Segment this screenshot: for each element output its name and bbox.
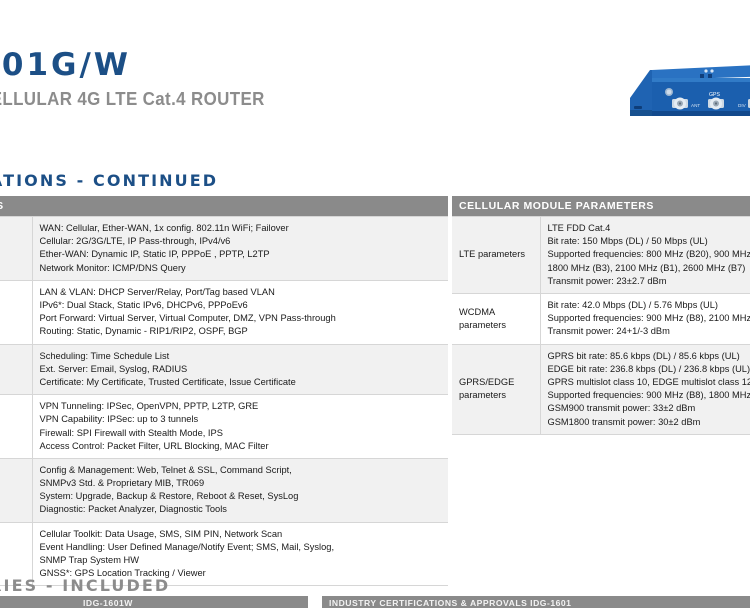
cellular-module-parameters-table: CELLULAR MODULE PARAMETERS LTE parameter… [452,196,750,435]
table-row: Scheduling: Time Schedule List Ext. Serv… [0,344,449,396]
row-label [0,522,33,587]
page-title: R-1601G/W [0,47,131,83]
network-features-band: ORK FEATURES [0,196,449,218]
certifications-table-band: INDUSTRY CERTIFICATIONS & APPROVALS IDG-… [322,596,750,608]
table-row: king LAN & VLAN: DHCP Server/Relay, Port… [0,280,449,345]
table-row: WCDMA parameters Bit rate: 42.0 Mbps (DL… [452,293,750,345]
table-row: GPRS/EDGE parameters GPRS bit rate: 85.6… [452,344,750,435]
table-row: Cellular Toolkit: Data Usage, SMS, SIM P… [0,522,449,587]
accessories-col2-header: IDG-1601W [83,598,133,608]
row-label: GPRS/EDGE parameters [452,344,541,435]
row-content: Config & Management: Web, Telnet & SSL, … [32,458,449,523]
row-label: y [0,394,33,459]
table-row: Uplink WAN: Cellular, Ether-WAN, 1x conf… [0,216,449,281]
row-content: VPN Tunneling: IPSec, OpenVPN, PPTP, L2T… [32,394,449,459]
row-label: stration [0,458,33,523]
table-row: y VPN Tunneling: IPSec, OpenVPN, PPTP, L… [0,394,449,459]
product-subtitle: STRIAL CELLULAR 4G LTE Cat.4 ROUTER [0,89,265,109]
table-band-row: ORK FEATURES [0,196,449,218]
certifications-header: INDUSTRY CERTIFICATIONS & APPROVALS IDG-… [329,598,572,608]
accessories-table-band: 1610 IDG-1601W [0,596,308,608]
row-content: LAN & VLAN: DHCP Server/Relay, Port/Tag … [32,280,449,345]
svg-text:GPS: GPS [709,92,720,98]
svg-text:DIV: DIV [738,103,747,108]
row-content: Bit rate: 42.0 Mbps (DL) / 5.76 Mbps (UL… [540,293,750,345]
industrial-router-photo: ANT GPS DIV [628,54,750,126]
section-title-accessories: CESSORIES - INCLUDED [0,576,171,595]
table-row: stration Config & Management: Web, Telne… [0,458,449,523]
row-content: Scheduling: Time Schedule List Ext. Serv… [32,344,449,396]
section-title-specifications: ECIFICATIONS - CONTINUED [0,171,219,190]
cellular-module-band: CELLULAR MODULE PARAMETERS [452,196,750,218]
row-label [0,344,33,396]
row-label: WCDMA parameters [452,293,541,345]
product-header: R-1601G/W STRIAL CELLULAR 4G LTE Cat.4 R… [0,47,550,109]
row-label: king [0,280,33,345]
row-label: LTE parameters [452,216,541,294]
row-content: GPRS bit rate: 85.6 kbps (DL) / 85.6 kbp… [540,344,750,435]
row-content: LTE FDD Cat.4 Bit rate: 150 Mbps (DL) / … [540,216,750,294]
svg-text:ANT: ANT [691,103,700,108]
row-content: Cellular Toolkit: Data Usage, SMS, SIM P… [32,522,449,587]
row-label: Uplink [0,216,33,281]
table-band-row: CELLULAR MODULE PARAMETERS [452,196,750,218]
table-row: LTE parameters LTE FDD Cat.4 Bit rate: 1… [452,216,750,294]
row-content: WAN: Cellular, Ether-WAN, 1x config. 802… [32,216,449,281]
network-features-table: ORK FEATURES Uplink WAN: Cellular, Ether… [0,196,449,587]
